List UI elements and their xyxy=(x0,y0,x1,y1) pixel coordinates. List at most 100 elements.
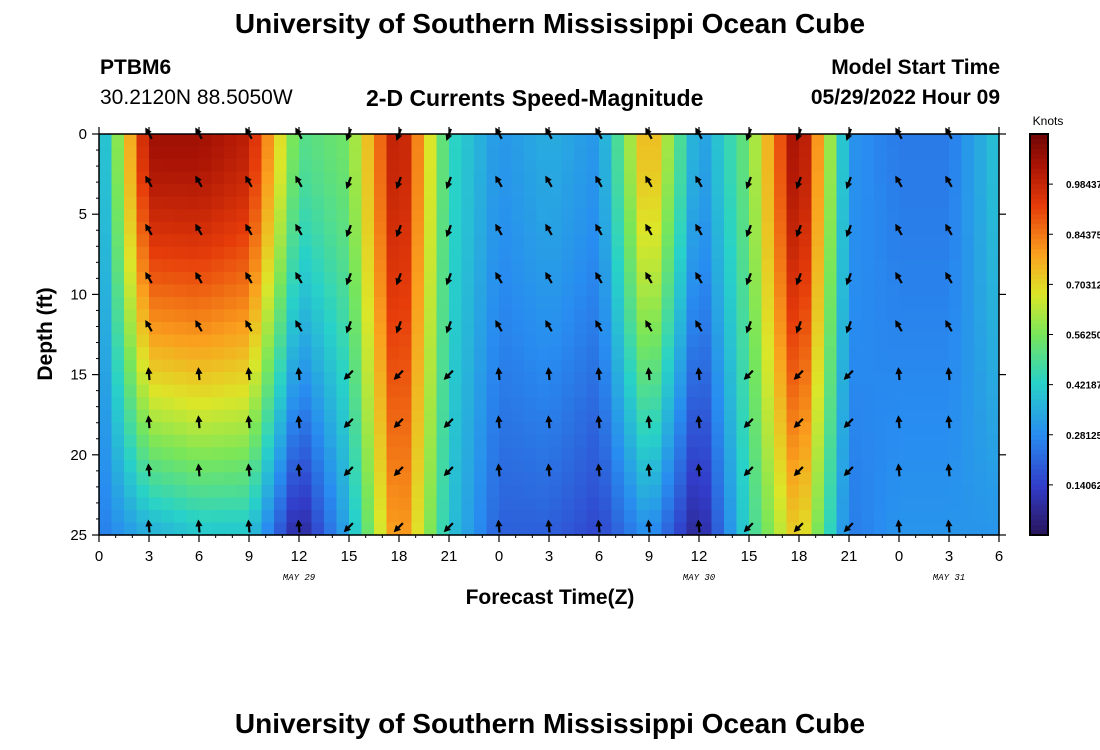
heat-cell xyxy=(336,209,350,223)
current-vector xyxy=(895,175,903,188)
heat-cell xyxy=(686,334,700,348)
current-vector xyxy=(945,223,953,236)
heat-cell xyxy=(199,159,213,173)
heat-cell xyxy=(674,196,688,210)
heat-cell xyxy=(649,221,663,235)
heat-cell xyxy=(624,397,638,411)
heat-cell xyxy=(799,184,813,198)
heat-cell xyxy=(524,171,538,185)
heat-cell xyxy=(299,246,313,260)
vector-head xyxy=(495,271,502,280)
heat-cell xyxy=(811,384,825,398)
vector-head xyxy=(295,367,303,375)
heat-cell xyxy=(411,271,425,285)
heat-cell xyxy=(674,472,688,486)
heat-cell xyxy=(349,321,363,336)
heat-cell xyxy=(436,397,450,411)
heat-cell xyxy=(874,184,888,198)
heat-cell xyxy=(174,497,188,511)
heat-cell xyxy=(361,234,375,248)
vector-head xyxy=(945,223,952,232)
heat-cell xyxy=(299,234,313,248)
heat-cell xyxy=(186,359,200,373)
heat-cell xyxy=(99,497,113,511)
vector-head xyxy=(895,320,902,328)
heat-cell xyxy=(736,359,750,373)
vector-head xyxy=(345,181,353,190)
heat-cell xyxy=(799,509,813,524)
current-vector xyxy=(295,463,303,477)
heat-cell xyxy=(324,134,338,148)
heat-cell xyxy=(149,259,163,273)
heat-cell xyxy=(936,259,950,273)
vector-head xyxy=(743,468,751,477)
vector-head xyxy=(295,175,302,184)
heat-cell xyxy=(374,384,388,398)
heat-cell xyxy=(249,372,263,386)
heat-cell xyxy=(724,271,738,285)
heat-cell xyxy=(699,296,713,311)
colorbar-cell xyxy=(1030,419,1048,426)
heat-cell xyxy=(611,372,625,386)
heat-cell xyxy=(349,171,363,185)
colorbar-cell xyxy=(1030,289,1048,295)
heat-cell xyxy=(274,184,288,198)
vector-head xyxy=(595,519,603,527)
heat-cell xyxy=(961,434,975,448)
heat-cell xyxy=(649,246,663,260)
heat-cell xyxy=(899,484,913,499)
heat-cell xyxy=(336,484,350,499)
heat-cell xyxy=(936,196,950,210)
heat-cell xyxy=(761,359,775,373)
heat-cell xyxy=(174,271,188,285)
current-vector xyxy=(795,272,803,286)
heat-cell xyxy=(936,447,950,461)
heat-cell xyxy=(211,234,225,248)
heat-cell xyxy=(586,196,600,210)
heat-cell xyxy=(261,296,275,311)
heat-cell xyxy=(911,459,925,473)
heat-cell xyxy=(249,209,263,223)
current-vector xyxy=(695,519,703,533)
heat-cell xyxy=(786,296,800,311)
vector-head xyxy=(345,229,353,238)
heat-cell xyxy=(724,259,738,273)
heat-cell xyxy=(811,447,825,461)
heat-cell xyxy=(361,134,375,148)
vector-head xyxy=(595,175,602,184)
heat-cell xyxy=(299,359,313,373)
heat-cell xyxy=(349,271,363,285)
heat-cell xyxy=(411,321,425,336)
heat-cell xyxy=(324,221,338,235)
heat-cell xyxy=(349,234,363,248)
heat-cell xyxy=(424,359,438,373)
heat-cell xyxy=(224,522,238,536)
heat-cell xyxy=(749,159,763,173)
vector-head xyxy=(343,372,351,380)
heat-cell xyxy=(811,221,825,235)
heat-cell xyxy=(99,146,113,160)
heat-cell xyxy=(599,422,613,436)
heat-cell xyxy=(224,321,238,336)
heat-cell xyxy=(349,221,363,235)
heat-cell xyxy=(499,434,513,448)
heat-cell xyxy=(424,484,438,499)
heat-cell xyxy=(449,309,463,323)
vector-head xyxy=(393,524,401,533)
heat-cell xyxy=(649,359,663,373)
heat-cell xyxy=(786,171,800,185)
heat-cell xyxy=(586,472,600,486)
heat-cell xyxy=(199,434,213,448)
vector-head xyxy=(145,320,152,328)
heat-cell xyxy=(661,209,675,223)
heat-cell xyxy=(699,134,713,148)
heat-cell xyxy=(936,372,950,386)
heat-cell xyxy=(124,146,138,160)
heat-cell xyxy=(611,321,625,336)
heat-cell xyxy=(786,484,800,499)
x-tick-label: 0 xyxy=(895,548,903,565)
heat-cell xyxy=(699,284,713,298)
heat-cell xyxy=(111,459,125,473)
heat-cell xyxy=(699,309,713,323)
heat-cell xyxy=(936,359,950,373)
